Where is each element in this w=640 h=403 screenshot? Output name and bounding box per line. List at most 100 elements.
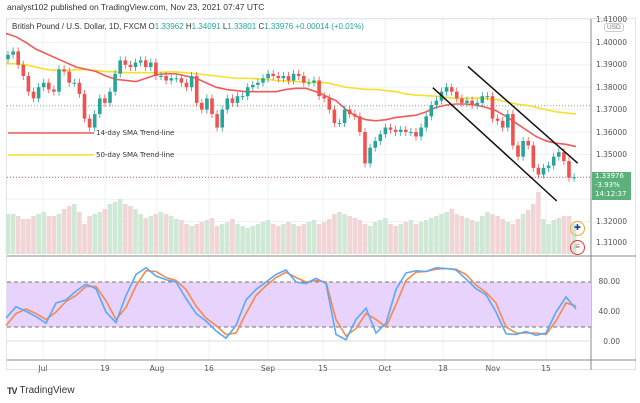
time-tick: Jul (38, 364, 48, 373)
candle-body (62, 69, 66, 72)
candle-body (271, 73, 275, 76)
candle-body (347, 109, 352, 115)
volume-bar (123, 204, 128, 254)
candle-body (291, 73, 296, 81)
volume-bar (306, 222, 312, 254)
currency-label[interactable]: USD (604, 23, 624, 32)
high-label: H (185, 22, 192, 31)
volume-bar (571, 224, 577, 254)
candle-body (434, 100, 439, 106)
time-tick: Sep (260, 364, 276, 373)
candle-body (470, 100, 474, 106)
candle-body (225, 98, 230, 110)
candle-body (184, 82, 189, 88)
sma14-legend: 14-day SMA Trend-line (96, 129, 175, 137)
candle-body (215, 114, 219, 128)
volume-bar (393, 226, 398, 254)
candle-body (31, 91, 36, 99)
low-value: 1.33801 (227, 22, 257, 31)
candle-body (404, 129, 408, 132)
volume-bar (255, 224, 261, 254)
volume-bar (276, 226, 281, 254)
us-flag-icon[interactable]: ≡ (570, 240, 585, 255)
volume-bar (469, 220, 475, 254)
volume-bar (153, 214, 159, 254)
candle-body (200, 102, 204, 110)
price-tick: 1.35000 (595, 150, 627, 159)
price-tick: 1.40000 (595, 38, 627, 47)
stoch-band (7, 282, 591, 327)
candle-body (398, 129, 403, 132)
candle-body (373, 140, 377, 148)
tradingview-logo[interactable]: TV TradingView (7, 385, 75, 396)
volume-bar (352, 218, 358, 254)
stoch-tick: 0.00 (603, 337, 620, 346)
candle-body (118, 60, 122, 74)
candle-body (546, 165, 551, 168)
volume-bar (296, 226, 301, 254)
volume-bar (372, 222, 378, 254)
volume-bar (225, 222, 230, 254)
volume-bar (485, 212, 490, 254)
candle-body (337, 123, 342, 125)
volume-bar (138, 214, 143, 254)
candle-body (41, 82, 46, 88)
candle-body (205, 98, 209, 110)
candle-body (322, 96, 326, 99)
price-tick: 1.38000 (595, 83, 627, 92)
volume-bar (413, 224, 419, 254)
volume-bar (520, 214, 526, 254)
candle-body (52, 89, 56, 92)
candle-body (551, 156, 556, 166)
candle-body (281, 76, 286, 79)
volume-bar (66, 206, 72, 254)
volume-bar (464, 218, 470, 254)
candle-body (358, 116, 362, 132)
volume-bar (26, 219, 31, 254)
candle-body (429, 105, 434, 117)
time-tick: 15 (318, 364, 328, 373)
candle-body (6, 54, 10, 60)
candle-body (113, 73, 117, 92)
price-tick: 1.39000 (595, 60, 627, 69)
volume-bar (204, 220, 210, 254)
volume-bar (36, 214, 41, 254)
candle-body (98, 98, 102, 115)
volume-bar (454, 214, 460, 254)
candle-body (363, 132, 367, 164)
publish-info: analyst102 published on TradingView.com,… (7, 2, 265, 12)
volume-bar (556, 218, 562, 254)
candle-body (572, 177, 576, 179)
volume-bar (408, 220, 414, 254)
symbol-name: British Pound / U.S. Dollar, 1D, FXCM (12, 22, 147, 31)
candle-body (230, 98, 235, 103)
volume-bar (209, 218, 215, 254)
uk-flag-icon[interactable]: ✚ (570, 221, 585, 236)
volume-bar (515, 219, 521, 254)
volume-bar (77, 212, 82, 254)
candle-body (57, 69, 61, 92)
volume-bar (531, 204, 536, 254)
candle-body (541, 167, 546, 175)
tv-logo-icon: TV (7, 385, 17, 396)
candle-body (261, 78, 265, 83)
candle-body (286, 76, 291, 81)
volume-bar (459, 216, 465, 254)
volume-bar (383, 218, 388, 254)
candle-body (393, 129, 398, 132)
volume-bar (179, 220, 184, 254)
sma14-line (5, 32, 577, 148)
chart-frame (6, 18, 636, 370)
candle-body (123, 60, 128, 65)
candle-body (92, 114, 97, 128)
bar-countdown: 14:12:37 (595, 190, 627, 198)
volume-bar (97, 212, 103, 254)
volume-bar (500, 219, 505, 254)
candle-body (332, 109, 337, 124)
time-tick: 19 (100, 364, 110, 373)
candle-body (485, 96, 490, 98)
candle-body (143, 60, 148, 68)
volume-bar (102, 209, 108, 254)
volume-bar (265, 220, 271, 254)
